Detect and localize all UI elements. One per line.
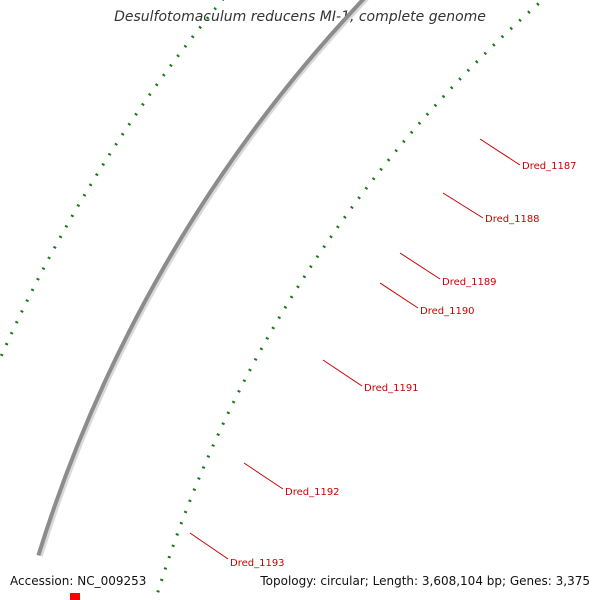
genome-summary: Topology: circular; Length: 3,608,104 bp…	[260, 574, 590, 588]
gene-label-dred-1192: Dred_1192	[285, 487, 340, 498]
outer-ruler-dots	[0, 0, 225, 363]
gene-leader-line	[479, 138, 521, 166]
gene-leader-line	[243, 462, 284, 490]
genome-backbone	[36, 0, 366, 556]
gene-label-dred-1188: Dred_1188	[485, 214, 540, 225]
accession-label: Accession: NC_009253	[10, 574, 147, 588]
gene-leader-line	[399, 252, 441, 280]
gene-leader-line	[189, 532, 229, 560]
gene-label-dred-1189: Dred_1189	[442, 277, 497, 288]
gene-label-dred-1190: Dred_1190	[420, 306, 475, 317]
inner-ruler-dots	[156, 0, 545, 593]
gene-label-dred-1193: Dred_1193	[230, 558, 285, 569]
gene-leader-line	[322, 359, 363, 387]
gene-leader-line	[442, 192, 484, 219]
backbone-shadow	[39, 0, 369, 557]
gene-leader-line	[379, 282, 419, 309]
gene-fragment	[70, 593, 80, 600]
map-title: Desulfotomaculum reducens MI-1, complete…	[114, 9, 486, 25]
gene-label-dred-1191: Dred_1191	[364, 383, 419, 394]
gene-label-dred-1187: Dred_1187	[522, 161, 577, 172]
